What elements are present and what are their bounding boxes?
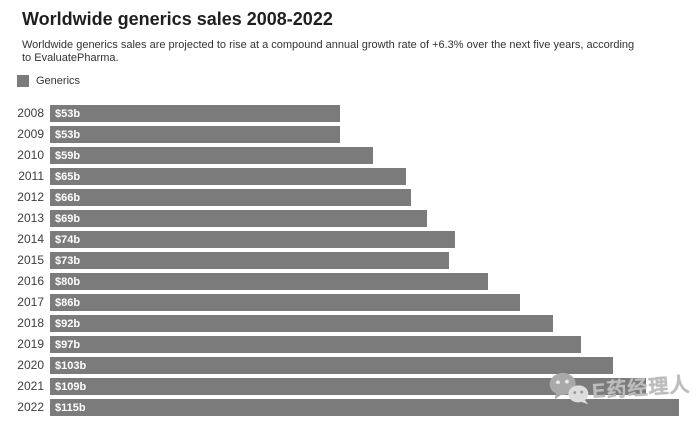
bar-value-label: $66b bbox=[55, 191, 81, 204]
bar-track: $53b bbox=[50, 105, 679, 122]
bar-value-label: $109b bbox=[55, 380, 87, 393]
year-label: 2018 bbox=[17, 316, 44, 330]
year-label: 2015 bbox=[17, 253, 44, 267]
bar-track: $66b bbox=[50, 189, 679, 206]
chart-title: Worldwide generics sales 2008-2022 bbox=[22, 9, 333, 29]
bar-track: $109b bbox=[50, 378, 679, 395]
bar: $92b bbox=[50, 315, 554, 332]
chart-row: 2022 $115b bbox=[0, 399, 679, 416]
year-label: 2009 bbox=[17, 127, 44, 141]
bar-track: $103b bbox=[50, 357, 679, 374]
year-label: 2021 bbox=[17, 379, 44, 393]
bar: $65b bbox=[50, 168, 406, 185]
bar-value-label: $80b bbox=[55, 275, 81, 288]
year-label: 2013 bbox=[17, 211, 44, 225]
chart-row: 2016 $80b bbox=[0, 273, 679, 290]
bar-chart: 2008 $53b 2009 $53b 2010 $59b 2011 $65b 2012 $66b… bbox=[0, 105, 697, 416]
chart-row: 2021 $109b bbox=[0, 378, 679, 395]
bar: $53b bbox=[50, 126, 340, 143]
bar-track: $86b bbox=[50, 294, 679, 311]
bar: $59b bbox=[50, 147, 373, 164]
chart-row: 2019 $97b bbox=[0, 336, 679, 353]
bar-value-label: $97b bbox=[55, 338, 81, 351]
bar: $109b bbox=[50, 378, 647, 395]
bar-track: $92b bbox=[50, 315, 679, 332]
chart-row: 2014 $74b bbox=[0, 231, 679, 248]
bar-value-label: $115b bbox=[55, 401, 86, 414]
generics-legend-swatch bbox=[17, 74, 29, 87]
chart-row: 2015 $73b bbox=[0, 252, 679, 269]
bar: $86b bbox=[50, 294, 521, 311]
year-label: 2011 bbox=[18, 169, 44, 183]
bar-value-label: $65b bbox=[55, 170, 81, 183]
generics-legend-label: Generics bbox=[36, 74, 81, 87]
bar-value-label: $73b bbox=[55, 254, 81, 267]
year-label: 2022 bbox=[17, 400, 44, 414]
chart-row: 2013 $69b bbox=[0, 210, 679, 227]
chart-subtitle: Worldwide generics sales are projected t… bbox=[22, 39, 635, 64]
bar: $103b bbox=[50, 357, 614, 374]
bar-value-label: $53b bbox=[55, 128, 81, 141]
bar-value-label: $92b bbox=[55, 317, 81, 330]
chart-row: 2020 $103b bbox=[0, 357, 679, 374]
year-label: 2020 bbox=[17, 358, 44, 372]
year-label: 2016 bbox=[17, 274, 44, 288]
bar-value-label: $59b bbox=[55, 149, 81, 162]
bar-value-label: $53b bbox=[55, 107, 81, 120]
year-label: 2010 bbox=[17, 148, 44, 162]
bar-value-label: $74b bbox=[55, 233, 81, 246]
year-label: 2014 bbox=[17, 232, 44, 246]
bar-value-label: $103b bbox=[55, 359, 87, 372]
chart-row: 2010 $59b bbox=[0, 147, 679, 164]
bar: $115b bbox=[50, 399, 679, 416]
chart-row: 2017 $86b bbox=[0, 294, 679, 311]
bar-value-label: $86b bbox=[55, 296, 81, 309]
bar-track: $53b bbox=[50, 126, 679, 143]
bar: $74b bbox=[50, 231, 455, 248]
bar: $73b bbox=[50, 252, 450, 269]
bar-value-label: $69b bbox=[55, 212, 81, 225]
year-label: 2008 bbox=[17, 106, 44, 120]
bar: $69b bbox=[50, 210, 428, 227]
bar-track: $74b bbox=[50, 231, 679, 248]
chart-row: 2009 $53b bbox=[0, 126, 679, 143]
bar: $53b bbox=[50, 105, 340, 122]
bar: $97b bbox=[50, 336, 581, 353]
bar-track: $115b bbox=[50, 399, 679, 416]
year-label: 2019 bbox=[17, 337, 44, 351]
bar: $80b bbox=[50, 273, 488, 290]
chart-legend: Generics bbox=[17, 74, 697, 87]
chart-row: 2008 $53b bbox=[0, 105, 679, 122]
bar: $66b bbox=[50, 189, 411, 206]
chart-row: 2012 $66b bbox=[0, 189, 679, 206]
year-label: 2012 bbox=[17, 190, 44, 204]
bar-track: $97b bbox=[50, 336, 679, 353]
bar-track: $65b bbox=[50, 168, 679, 185]
bar-track: $80b bbox=[50, 273, 679, 290]
chart-row: 2018 $92b bbox=[0, 315, 679, 332]
bar-track: $69b bbox=[50, 210, 679, 227]
bar-track: $73b bbox=[50, 252, 679, 269]
year-label: 2017 bbox=[17, 295, 44, 309]
chart-row: 2011 $65b bbox=[0, 168, 679, 185]
bar-track: $59b bbox=[50, 147, 679, 164]
